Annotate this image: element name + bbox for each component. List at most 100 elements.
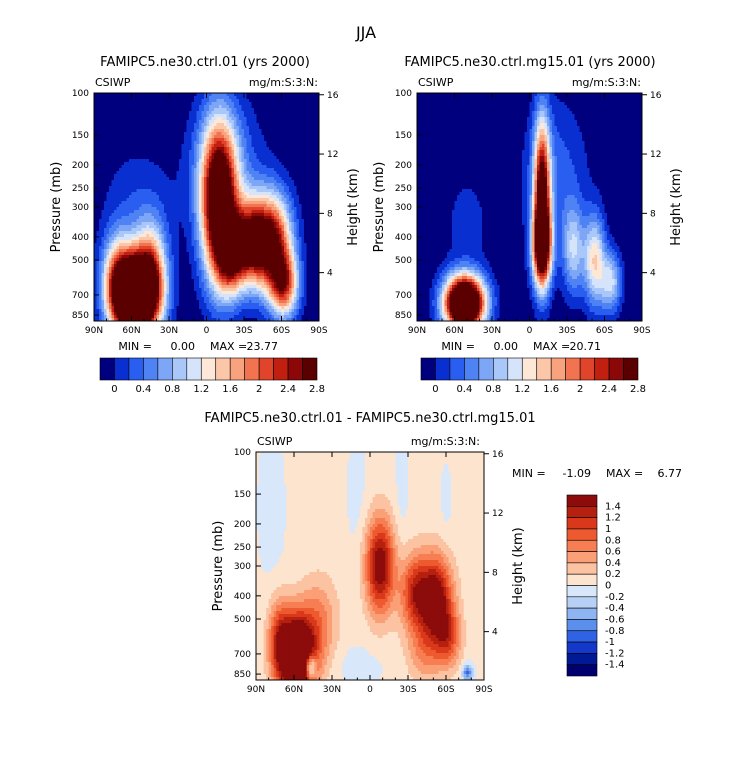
heatmap-cell — [256, 222, 260, 226]
heatmap-cell — [314, 192, 317, 196]
heatmap-cell — [246, 126, 250, 130]
heatmap-cell — [281, 162, 285, 166]
heatmap-cell — [186, 177, 190, 181]
heatmap-cell — [251, 129, 255, 133]
heatmap-cell — [101, 111, 105, 115]
heatmap-cell — [224, 135, 227, 139]
heatmap-cell — [169, 204, 172, 208]
heatmap-cell — [281, 144, 285, 148]
heatmap-cell — [149, 198, 152, 202]
heatmap-cell — [191, 108, 195, 112]
heatmap-cell — [261, 219, 265, 223]
heatmap-cell — [171, 93, 175, 97]
heatmap-cell — [104, 219, 107, 223]
heatmap-cell — [149, 153, 152, 157]
heatmap-cell — [214, 162, 217, 166]
heatmap-cell — [131, 207, 135, 211]
heatmap-cell — [246, 135, 250, 139]
heatmap-cell — [271, 132, 275, 136]
heatmap-cell — [139, 102, 142, 106]
heatmap-cell — [96, 93, 100, 97]
heatmap-cell — [134, 162, 137, 166]
heatmap-cell — [196, 165, 200, 169]
heatmap-cell — [99, 96, 102, 100]
heatmap-cell — [144, 165, 147, 169]
heatmap-cell — [241, 156, 245, 160]
heatmap-cell — [156, 132, 160, 136]
heatmap-cell — [286, 129, 290, 133]
heatmap-cell — [134, 249, 137, 253]
heatmap-cell — [269, 177, 272, 181]
heatmap-cell — [176, 183, 180, 187]
heatmap-cell — [279, 159, 282, 163]
heatmap-cell — [96, 135, 100, 139]
heatmap-cell — [106, 96, 110, 100]
heatmap-cell — [194, 120, 197, 124]
heatmap-cell — [129, 186, 132, 190]
heatmap-cell — [236, 162, 240, 166]
heatmap-cell — [241, 243, 245, 247]
heatmap-cell — [199, 255, 202, 259]
heatmap-cell — [109, 258, 112, 262]
heatmap-cell — [256, 237, 260, 241]
heatmap-cell — [151, 168, 155, 172]
heatmap-cell — [141, 153, 145, 157]
heatmap-cell — [249, 228, 252, 232]
heatmap-cell — [259, 186, 262, 190]
heatmap-cell — [291, 135, 295, 139]
heatmap-cell — [299, 210, 302, 214]
heatmap-cell — [259, 96, 262, 100]
heatmap-cell — [219, 150, 222, 154]
heatmap-cell — [101, 192, 105, 196]
heatmap-cell — [186, 174, 190, 178]
heatmap-cell — [149, 243, 152, 247]
heatmap-cell — [131, 141, 135, 145]
heatmap-cell — [221, 120, 225, 124]
heatmap-cell — [226, 246, 230, 250]
heatmap-cell — [211, 159, 215, 163]
heatmap-cell — [239, 156, 242, 160]
heatmap-cell — [214, 123, 217, 127]
heatmap-cell — [209, 171, 212, 175]
heatmap-cell — [206, 177, 210, 181]
heatmap-cell — [101, 240, 105, 244]
heatmap-cell — [196, 240, 200, 244]
heatmap-cell — [299, 243, 302, 247]
heatmap-cell — [314, 114, 317, 118]
heatmap-cell — [306, 135, 310, 139]
heatmap-cell — [179, 216, 182, 220]
heatmap-cell — [189, 99, 192, 103]
heatmap-cell — [234, 108, 237, 112]
heatmap-cell — [129, 93, 132, 97]
heatmap-cell — [154, 108, 157, 112]
heatmap-cell — [131, 99, 135, 103]
heatmap-cell — [314, 231, 317, 235]
heatmap-cell — [289, 165, 292, 169]
heatmap-cell — [199, 129, 202, 133]
heatmap-cell — [164, 204, 167, 208]
heatmap-cell — [286, 237, 290, 241]
heatmap-cell — [186, 183, 190, 187]
heatmap-cell — [246, 216, 250, 220]
heatmap-cell — [289, 114, 292, 118]
heatmap-cell — [291, 177, 295, 181]
heatmap-cell — [199, 234, 202, 238]
heatmap-cell — [154, 153, 157, 157]
heatmap-cell — [286, 246, 290, 250]
heatmap-cell — [99, 246, 102, 250]
heatmap-cell — [231, 117, 235, 121]
heatmap-cell — [94, 171, 97, 175]
heatmap-cell — [96, 237, 100, 241]
heatmap-cell — [181, 195, 185, 199]
heatmap-cell — [271, 219, 275, 223]
heatmap-cell — [269, 165, 272, 169]
heatmap-cell — [121, 102, 125, 106]
heatmap-cell — [236, 222, 240, 226]
heatmap-cell — [234, 213, 237, 217]
heatmap-cell — [226, 234, 230, 238]
heatmap-cell — [241, 171, 245, 175]
heatmap-cell — [264, 237, 267, 241]
heatmap-cell — [194, 99, 197, 103]
heatmap-cell — [144, 99, 147, 103]
